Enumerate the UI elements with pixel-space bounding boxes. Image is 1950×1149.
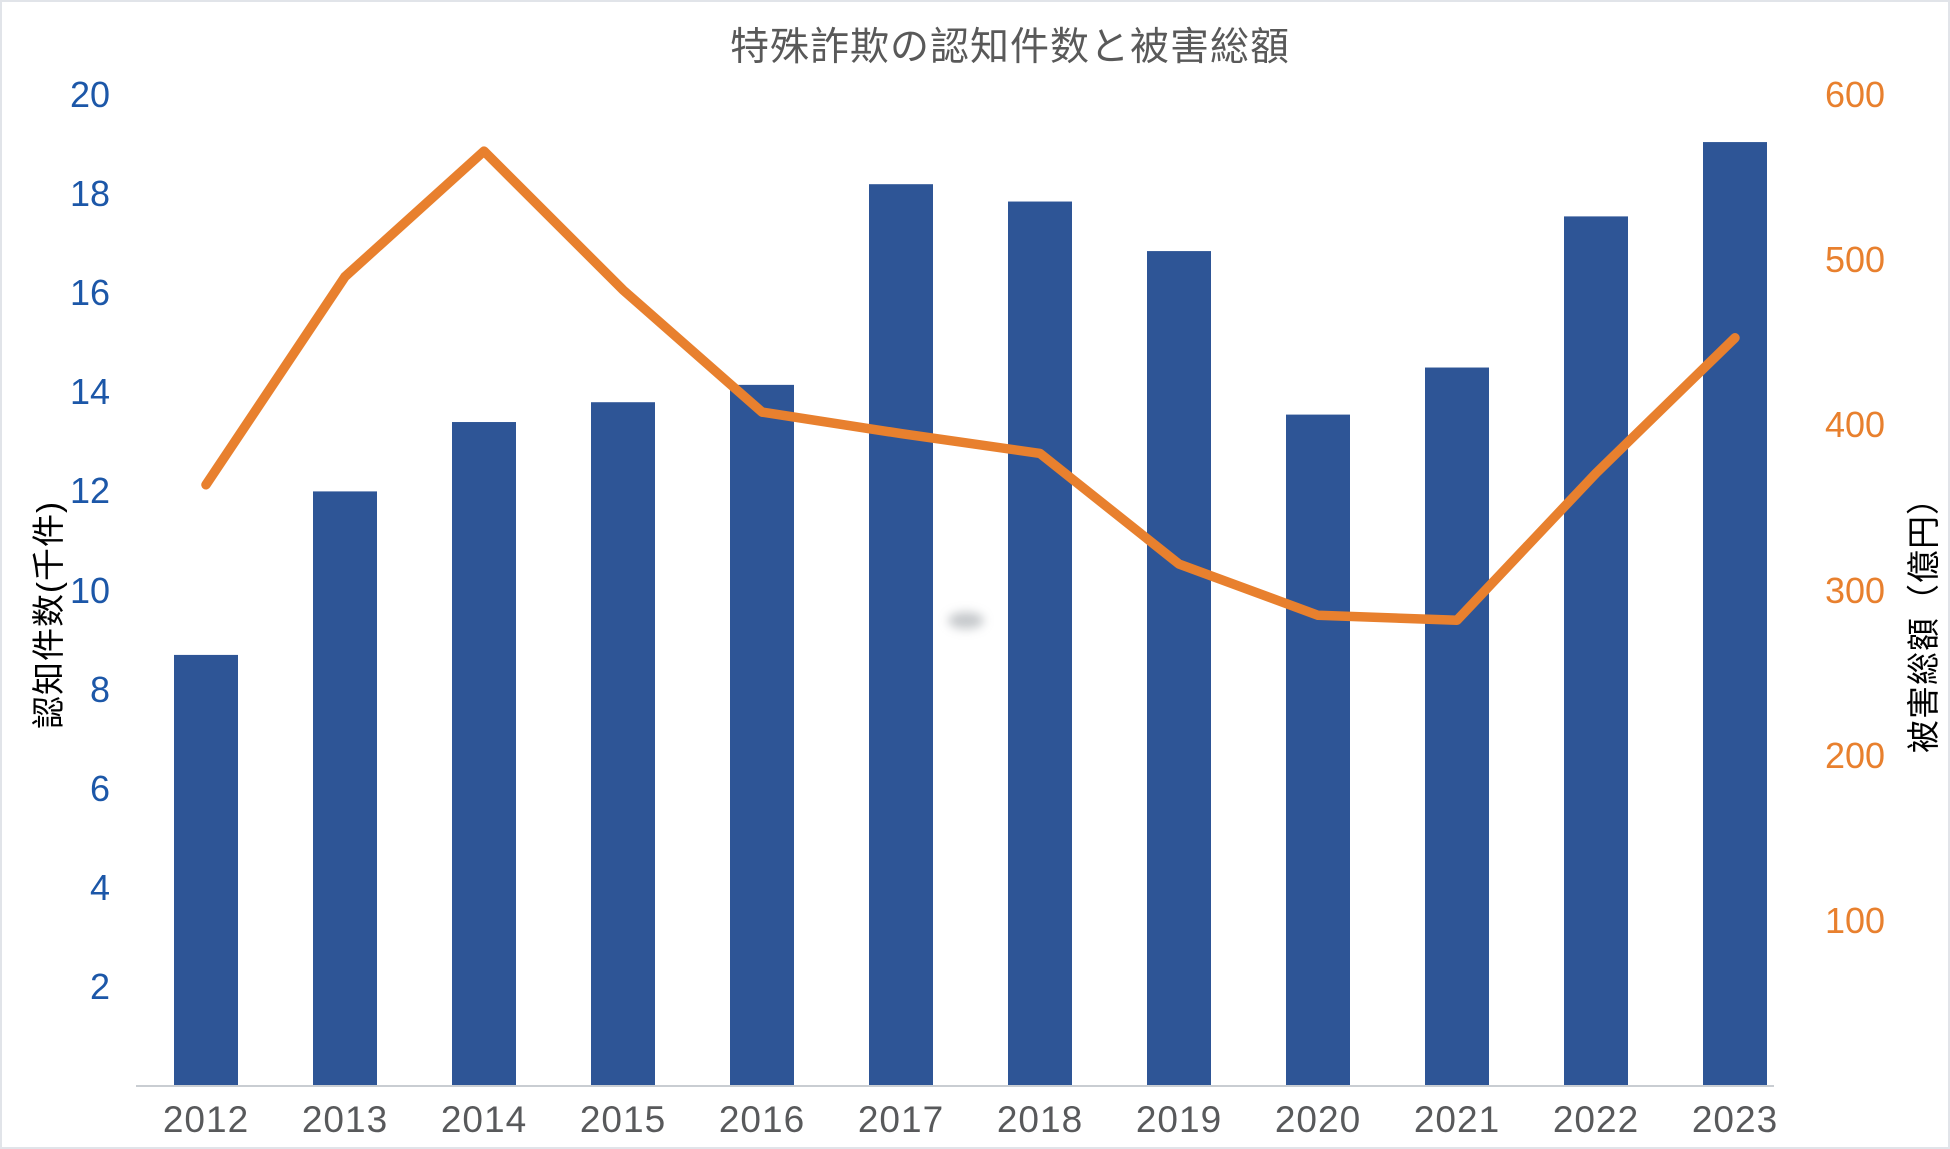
bar-2019 (1147, 251, 1211, 1086)
left-tick-10: 10 (69, 569, 110, 611)
right-tick-100: 100 (1825, 899, 1886, 941)
bar-2016 (730, 384, 794, 1086)
x-label-2012: 2012 (162, 1099, 250, 1140)
left-tick-6: 6 (89, 767, 110, 809)
x-label-2023: 2023 (1691, 1099, 1779, 1140)
right-tick-200: 200 (1825, 734, 1886, 776)
left-axis-title: 認知件数(千件) (30, 501, 67, 729)
x-label-2018: 2018 (996, 1099, 1084, 1140)
left-tick-18: 18 (69, 173, 110, 215)
chart-title: 特殊詐欺の認知件数と被害総額 (729, 26, 1290, 69)
right-tick-300: 300 (1825, 569, 1886, 611)
x-label-2019: 2019 (1135, 1099, 1223, 1140)
damage-line (201, 146, 1740, 625)
left-tick-8: 8 (89, 668, 110, 710)
bar-2017 (869, 184, 933, 1086)
x-label-2020: 2020 (1274, 1099, 1362, 1140)
bar-2018 (1008, 201, 1072, 1087)
bar-2023 (1703, 142, 1767, 1086)
bar-2015 (591, 402, 655, 1087)
bar-2014 (452, 422, 516, 1086)
smudge-artifact (948, 612, 984, 629)
x-label-2013: 2013 (301, 1099, 389, 1140)
right-tick-600: 600 (1825, 74, 1886, 115)
left-tick-20: 20 (69, 74, 110, 115)
left-tick-2: 2 (89, 965, 110, 1007)
x-label-2016: 2016 (718, 1099, 806, 1140)
x-label-2017: 2017 (857, 1099, 945, 1140)
x-label-2014: 2014 (440, 1099, 528, 1140)
bar-2020 (1286, 414, 1350, 1086)
x-label-2015: 2015 (579, 1099, 667, 1140)
right-axis-title: 被害総額（億円） (1905, 481, 1942, 753)
left-tick-12: 12 (69, 470, 110, 512)
bar-2013 (313, 491, 377, 1086)
left-tick-4: 4 (89, 866, 110, 908)
bar-2021 (1425, 367, 1489, 1086)
x-label-2022: 2022 (1552, 1099, 1640, 1140)
x-label-2021: 2021 (1413, 1099, 1501, 1140)
bar-2022 (1564, 216, 1628, 1086)
right-tick-500: 500 (1825, 239, 1886, 281)
right-tick-400: 400 (1825, 404, 1886, 446)
left-tick-16: 16 (69, 272, 110, 314)
left-tick-14: 14 (69, 371, 110, 413)
bar-2012 (174, 654, 238, 1086)
